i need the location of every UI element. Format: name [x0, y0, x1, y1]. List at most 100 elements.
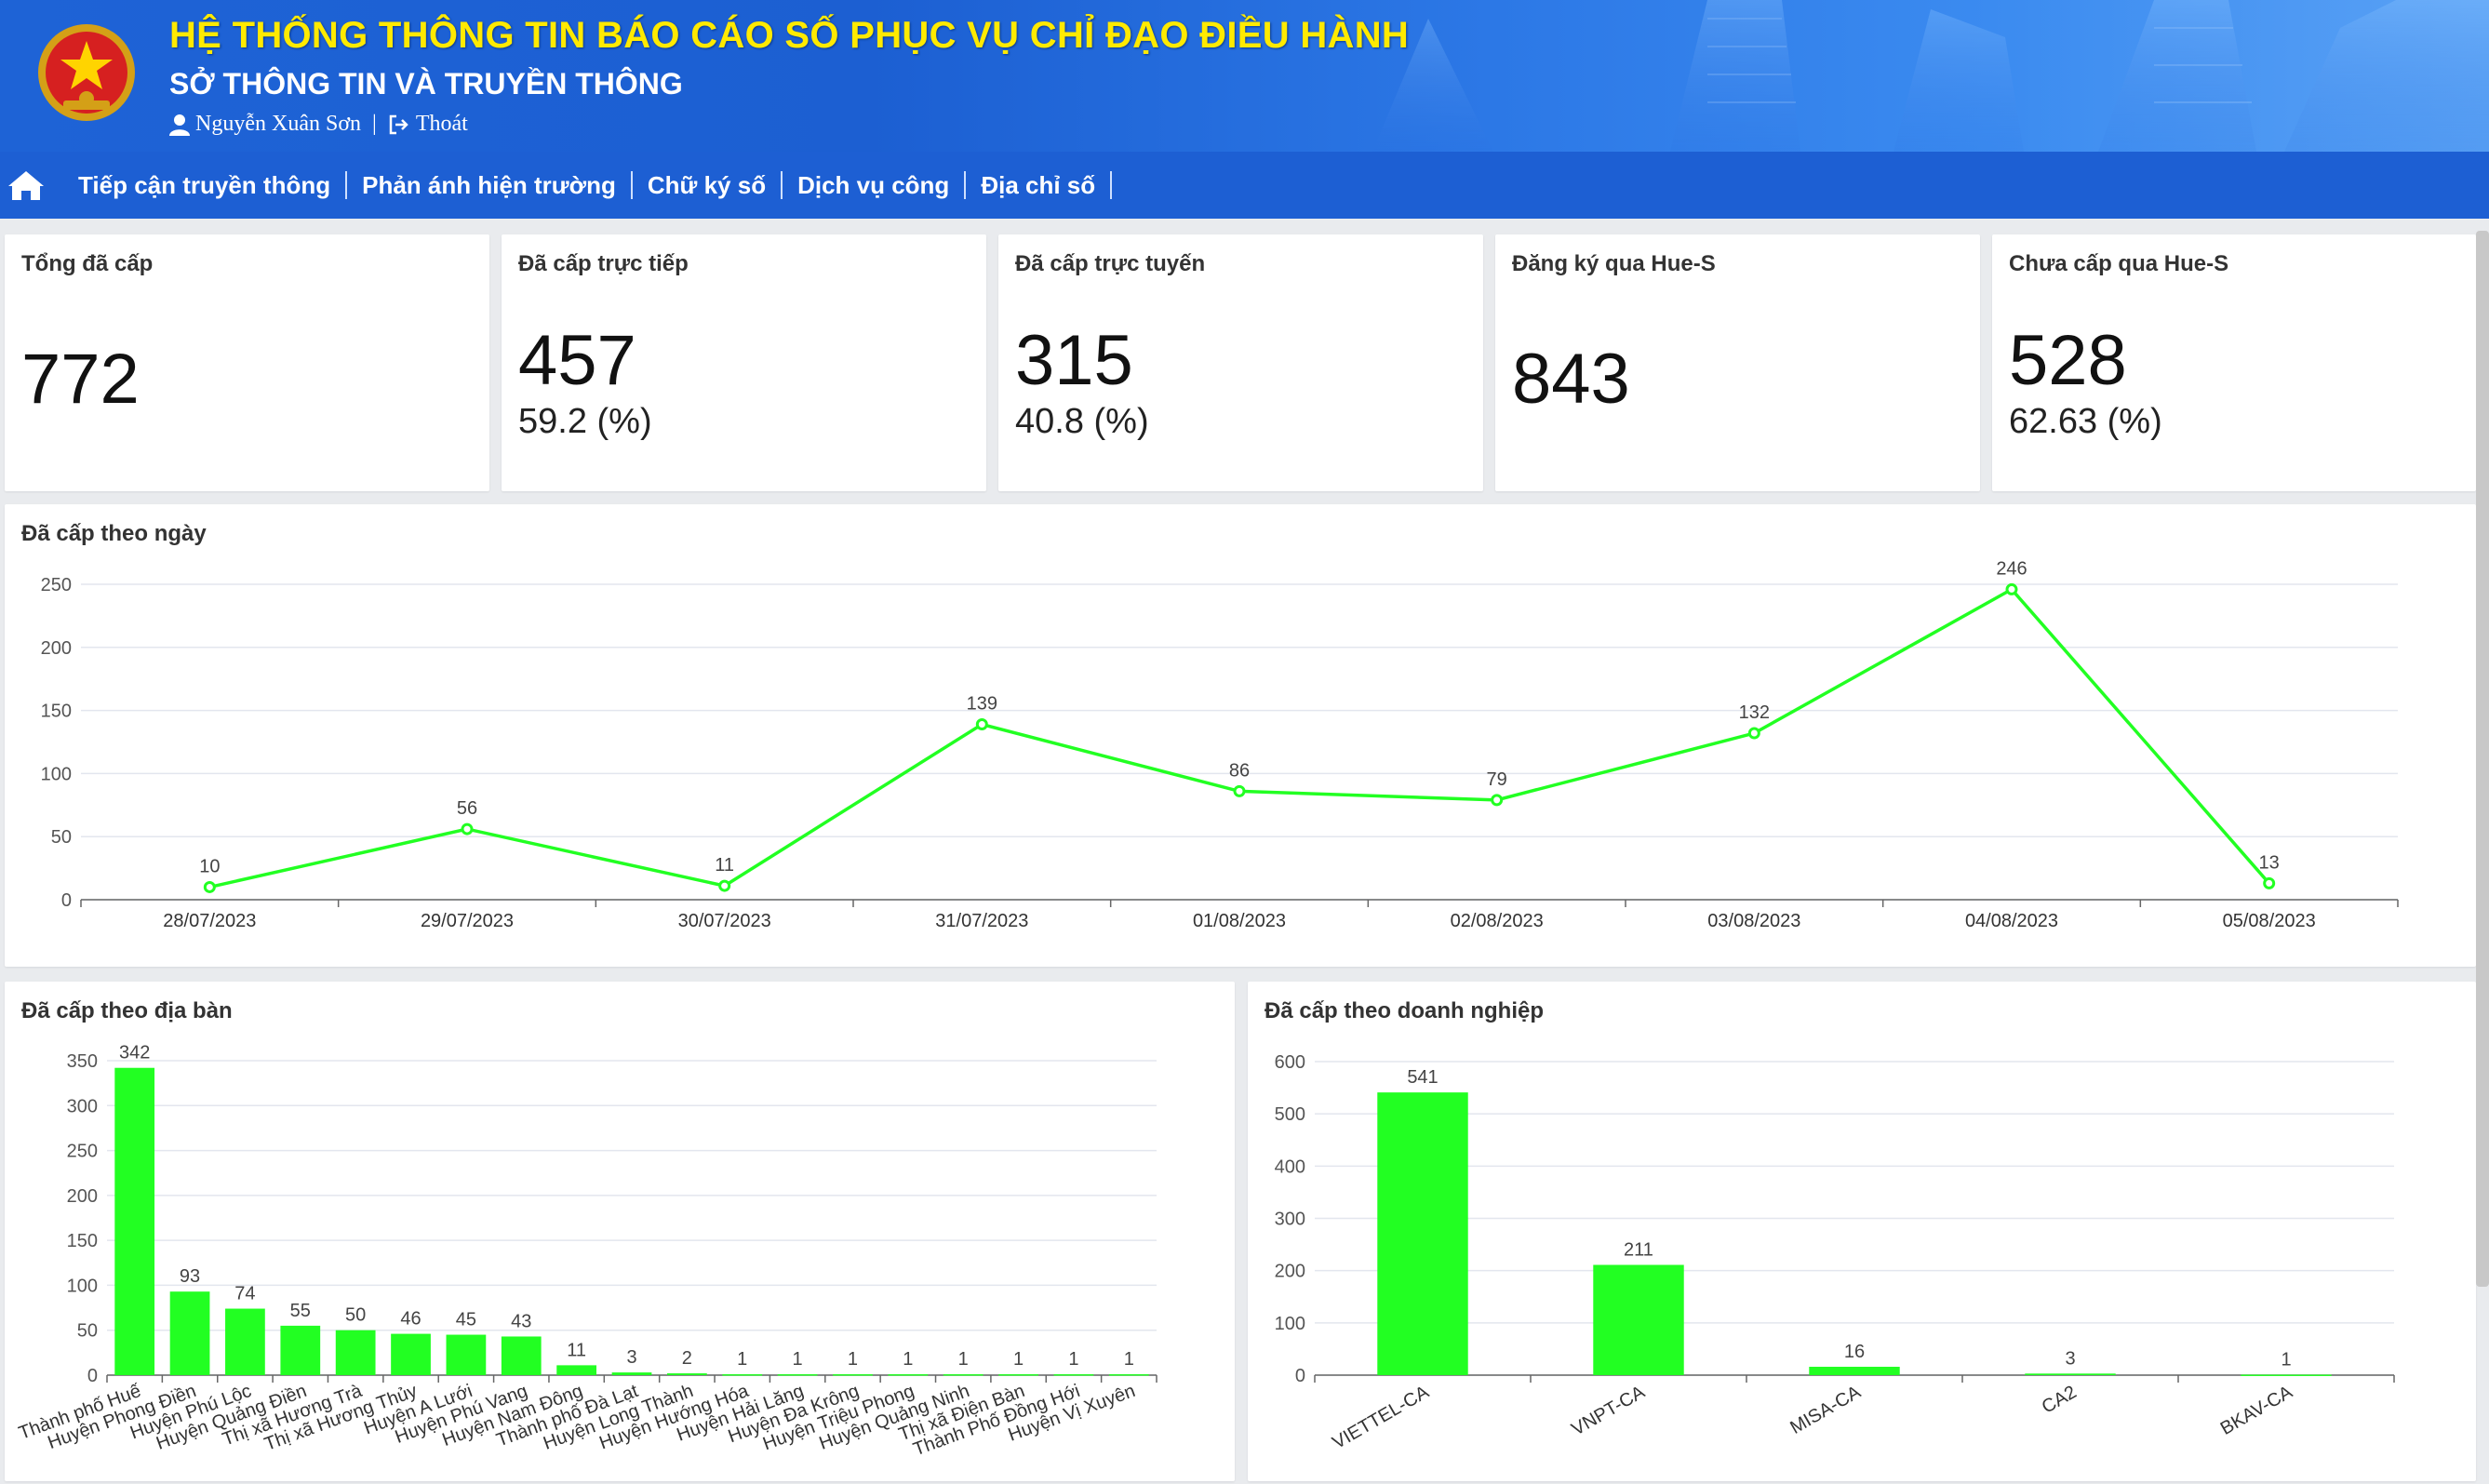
bar	[335, 1330, 376, 1375]
data-label: 1	[903, 1349, 913, 1370]
y-tick-label: 100	[1275, 1314, 1305, 1334]
home-button[interactable]	[4, 163, 48, 207]
stat-value: 772	[21, 340, 140, 419]
data-label: 1	[793, 1349, 803, 1370]
user-separator: |	[372, 112, 377, 136]
chart-title: Đã cấp theo địa bàn	[21, 998, 233, 1023]
department-subtitle: SỞ THÔNG TIN VÀ TRUYỀN THÔNG	[169, 67, 683, 100]
home-icon	[8, 171, 44, 200]
y-tick-label: 200	[41, 638, 72, 659]
chart-title: Đã cấp theo doanh nghiệp	[1265, 998, 1545, 1023]
nav-item-tiep-can-truyen-thong[interactable]: Tiếp cận truyền thông	[63, 171, 348, 199]
data-label: 16	[1844, 1342, 1865, 1362]
data-label: 1	[848, 1349, 858, 1370]
bar	[501, 1336, 542, 1375]
data-label: 246	[1996, 558, 2027, 579]
bar	[666, 1373, 707, 1375]
data-point	[203, 880, 216, 893]
data-label: 50	[345, 1305, 366, 1326]
data-point	[1491, 794, 1504, 807]
stat-percent: 62.63 (%)	[2009, 402, 2162, 441]
data-point	[718, 879, 731, 892]
line-chart-by-day: 0 50 100 150 200 250 28/07/2023 29/07/2023 30/07…	[41, 558, 2399, 931]
user-name[interactable]: Nguyễn Xuân Sơn	[195, 112, 362, 136]
y-tick-label: 100	[67, 1276, 98, 1296]
data-label: 55	[290, 1301, 311, 1321]
y-tick-label: 100	[41, 764, 72, 784]
y-tick-label: 50	[77, 1321, 98, 1342]
bar	[611, 1372, 652, 1375]
data-label: 1	[2281, 1349, 2291, 1370]
main-navbar: Tiếp cận truyền thông Phản ánh hiện trườ…	[0, 152, 2489, 219]
y-tick-label: 0	[87, 1366, 98, 1386]
bar	[556, 1365, 597, 1375]
user-bar: Nguyễn Xuân Sơn | Thoát	[169, 112, 468, 137]
chart-title: Đã cấp theo ngày	[21, 521, 207, 546]
y-tick-label: 400	[1275, 1156, 1305, 1177]
bar	[391, 1333, 431, 1375]
nav-item-dia-chi-so[interactable]: Địa chỉ số	[966, 171, 1113, 199]
data-point	[1747, 727, 1760, 740]
chart-panel-by-day: Đã cấp theo ngày 0 50 100 150 200 250 28/07/20…	[5, 504, 2476, 967]
stat-card-online: Đã cấp trực tuyến 315 40.8 (%)	[998, 234, 1483, 491]
stat-card-direct: Đã cấp trực tiếp 457 59.2 (%)	[502, 234, 986, 491]
data-label: 43	[511, 1311, 531, 1331]
data-label: 3	[626, 1347, 636, 1368]
data-label: 1	[958, 1349, 969, 1370]
stat-value: 843	[1512, 340, 1630, 419]
data-label: 13	[2259, 852, 2280, 873]
bar	[777, 1374, 818, 1376]
data-label: 132	[1739, 702, 1770, 723]
bar	[1593, 1264, 1684, 1375]
bar	[225, 1308, 265, 1375]
data-label: 93	[180, 1266, 200, 1287]
x-tick-label: 01/08/2023	[1193, 911, 1286, 931]
data-label: 1	[1068, 1349, 1078, 1370]
user-icon	[169, 114, 190, 136]
bar	[888, 1374, 929, 1376]
stat-card-hues-pending: Chưa cấp qua Hue-S 528 62.63 (%)	[1992, 234, 2476, 491]
sign-out-icon[interactable]	[388, 114, 410, 135]
x-tick-label: MISA-CA	[1786, 1382, 1865, 1438]
x-tick-label: 03/08/2023	[1707, 911, 1800, 931]
chart-panel-by-company: Đã cấp theo doanh nghiệp 0 100 200 300 400 50…	[1248, 982, 2476, 1481]
bar	[114, 1067, 155, 1375]
stat-value: 457	[518, 321, 636, 400]
header-banner: HỆ THỐNG THÔNG TIN BÁO CÁO SỐ PHỤC VỤ CH…	[0, 0, 2489, 152]
data-label: 211	[1624, 1239, 1653, 1260]
bar	[280, 1325, 321, 1375]
bar	[1108, 1374, 1149, 1376]
x-tick-label: CA2	[2039, 1382, 2081, 1418]
y-tick-label: 0	[61, 890, 72, 911]
bar	[943, 1374, 984, 1376]
x-tick-label: 28/07/2023	[163, 911, 256, 931]
y-tick-label: 200	[67, 1186, 98, 1207]
data-label: 3	[2065, 1348, 2075, 1369]
logout-link[interactable]: Thoát	[415, 112, 468, 136]
bar	[1809, 1367, 1900, 1375]
y-tick-label: 250	[41, 575, 72, 595]
bar	[2241, 1374, 2332, 1376]
data-point	[975, 718, 988, 731]
x-tick-label: 05/08/2023	[2223, 911, 2316, 931]
nav-item-phan-anh-hien-truong[interactable]: Phản ánh hiện trường	[347, 171, 633, 199]
y-tick-label: 0	[1295, 1366, 1305, 1386]
y-tick-label: 150	[41, 702, 72, 722]
bar	[1377, 1092, 1468, 1375]
y-tick-label: 150	[67, 1231, 98, 1251]
x-tick-label: 30/07/2023	[678, 911, 771, 931]
nav-item-chu-ky-so[interactable]: Chữ ký số	[633, 171, 783, 199]
data-label: 11	[715, 855, 734, 876]
data-label: 342	[119, 1043, 150, 1063]
data-label: 1	[737, 1349, 747, 1370]
nav-item-dich-vu-cong[interactable]: Dịch vụ công	[783, 171, 967, 199]
data-label: 46	[400, 1309, 421, 1330]
data-label: 2	[682, 1348, 692, 1369]
data-label: 139	[967, 694, 997, 715]
page-scrollbar[interactable]	[2476, 231, 2489, 1287]
x-tick-label: VIETTEL-CA	[1329, 1382, 1433, 1453]
data-point	[2263, 876, 2276, 889]
x-tick-label: 31/07/2023	[935, 911, 1028, 931]
